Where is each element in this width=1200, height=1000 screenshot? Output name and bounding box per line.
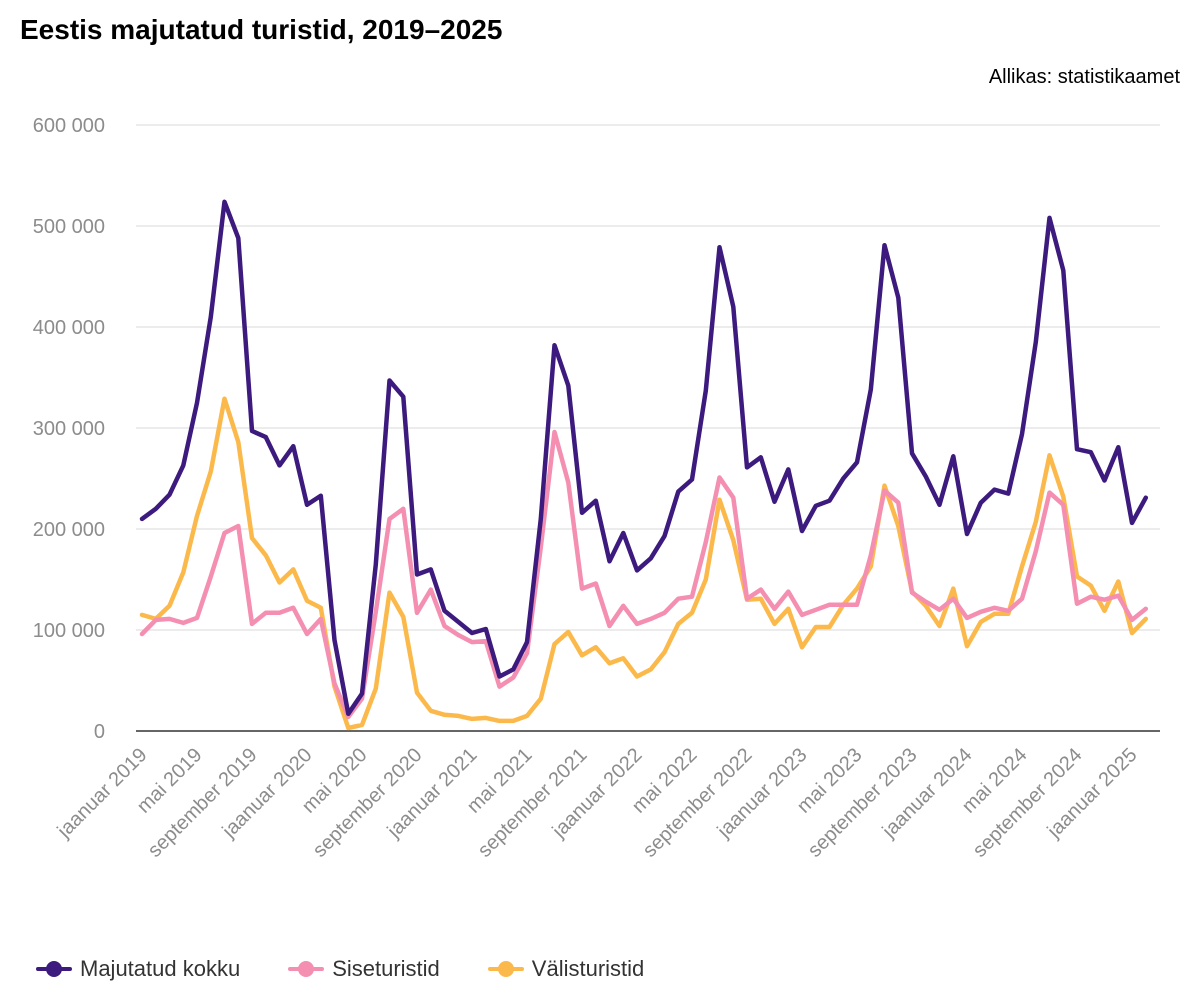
- legend: Majutatud kokku Siseturistid Välisturist…: [36, 956, 644, 982]
- y-tick-label: 400 000: [33, 317, 105, 339]
- legend-swatch-valisturistid-icon: [488, 959, 524, 979]
- swatch-dot: [46, 961, 62, 977]
- swatch-dot: [298, 961, 314, 977]
- legend-swatch-siseturistid-icon: [288, 959, 324, 979]
- legend-label-kokku: Majutatud kokku: [80, 956, 240, 982]
- legend-label-siseturistid: Siseturistid: [332, 956, 440, 982]
- y-axis: 0 100 000 200 000 300 000 400 000 500 000 600 …: [33, 115, 105, 743]
- legend-label-valisturistid: Välisturistid: [532, 956, 644, 982]
- series-line-majutatud-kokku[interactable]: [142, 202, 1146, 714]
- line-chart: 0 100 000 200 000 300 000 400 000 500 000 600 …: [0, 0, 1200, 940]
- grid-lines: [136, 125, 1160, 731]
- y-tick-label: 0: [94, 721, 105, 743]
- y-tick-label: 600 000: [33, 115, 105, 137]
- legend-item-siseturistid[interactable]: Siseturistid: [288, 956, 440, 982]
- series-lines: [142, 202, 1146, 728]
- swatch-dot: [498, 961, 514, 977]
- y-tick-label: 200 000: [33, 519, 105, 541]
- x-tick-label: jaanuar 2019: [53, 744, 152, 843]
- legend-item-kokku[interactable]: Majutatud kokku: [36, 956, 240, 982]
- y-tick-label: 300 000: [33, 418, 105, 440]
- legend-swatch-kokku-icon: [36, 959, 72, 979]
- legend-item-valisturistid[interactable]: Välisturistid: [488, 956, 644, 982]
- y-tick-label: 500 000: [33, 216, 105, 238]
- y-tick-label: 100 000: [33, 620, 105, 642]
